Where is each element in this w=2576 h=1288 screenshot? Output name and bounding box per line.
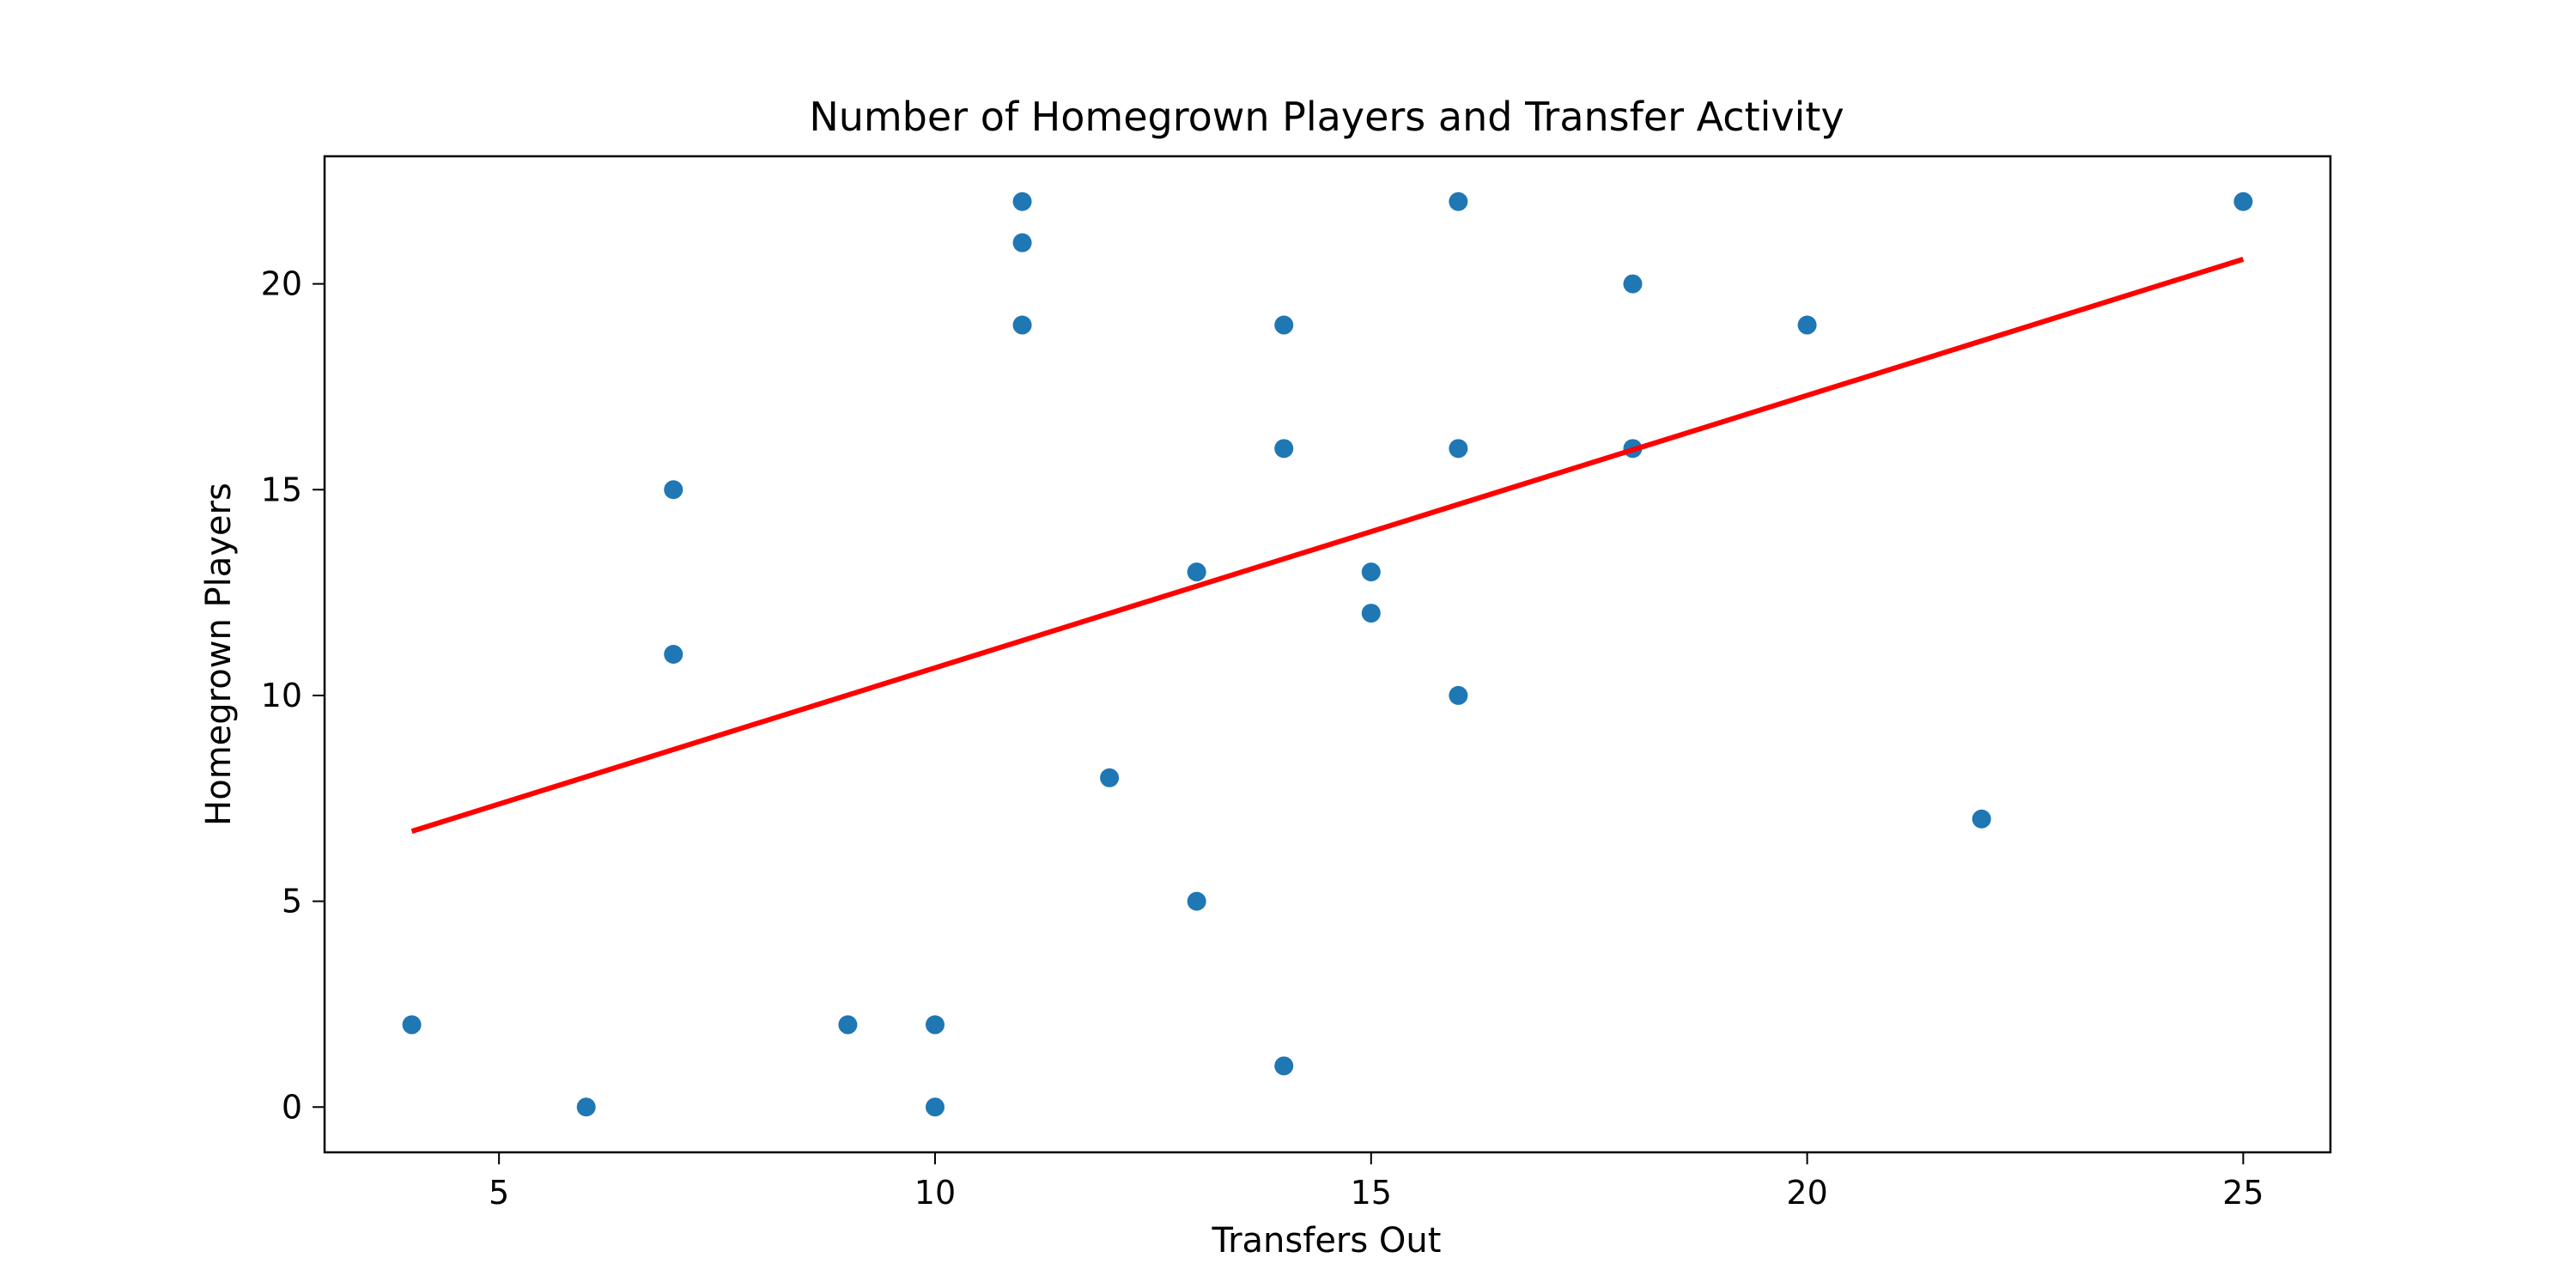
data-point	[1623, 274, 1643, 294]
data-point	[2233, 191, 2253, 211]
x-tick-label: 25	[2222, 1174, 2263, 1212]
data-point	[1012, 191, 1032, 211]
chart-title: Number of Homegrown Players and Transfer…	[809, 94, 1844, 140]
data-point	[1012, 315, 1032, 335]
y-tick-label: 10	[261, 677, 302, 714]
trend-line	[410, 256, 2245, 834]
y-axis-title: Homegrown Players	[199, 483, 239, 826]
data-point	[1274, 1056, 1294, 1076]
data-point	[1449, 439, 1468, 459]
data-point	[1797, 315, 1817, 335]
data-point	[1274, 439, 1294, 459]
data-point	[925, 1097, 945, 1117]
y-tick-label: 20	[261, 265, 302, 303]
data-point	[1449, 685, 1468, 705]
data-point	[664, 645, 683, 664]
data-point	[1187, 891, 1206, 911]
data-point	[1971, 809, 1991, 829]
x-axis-title: Transfers Out	[1212, 1221, 1442, 1261]
x-tick-label: 5	[489, 1174, 509, 1212]
data-point	[402, 1015, 422, 1035]
data-point	[576, 1097, 596, 1117]
data-point	[1361, 562, 1381, 582]
data-point	[1100, 768, 1120, 787]
data-point	[1274, 315, 1294, 335]
data-point	[838, 1015, 858, 1035]
data-point	[1012, 233, 1032, 252]
plot-area: 5 10 15 20 25 0 5 10 15 20	[261, 155, 2332, 1212]
data-point	[664, 480, 683, 500]
y-tick-label: 0	[282, 1088, 302, 1126]
x-tick-label: 20	[1786, 1174, 1827, 1212]
x-tick-label: 10	[914, 1174, 956, 1212]
data-point	[1449, 191, 1468, 211]
y-tick-label: 5	[282, 883, 302, 920]
data-point	[1187, 562, 1206, 582]
x-tick-label: 15	[1351, 1174, 1392, 1212]
y-tick-label: 15	[261, 471, 302, 508]
data-point	[925, 1015, 945, 1035]
plot-frame	[323, 155, 2332, 1154]
data-point	[1361, 604, 1381, 623]
